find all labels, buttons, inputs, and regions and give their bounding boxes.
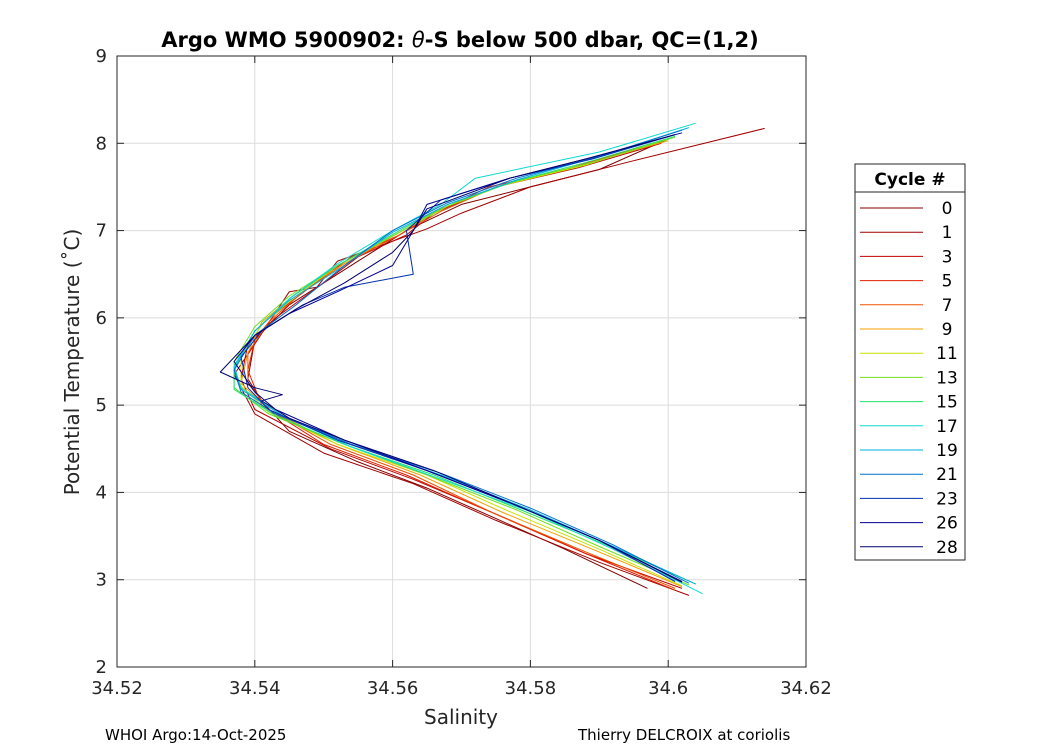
footer-credit-right: Thierry DELCROIX at coriolis	[578, 726, 791, 744]
x-tick-label: 34.58	[505, 678, 557, 699]
x-tick-label: 34.56	[367, 678, 419, 699]
series-line-cycle-7	[247, 141, 676, 589]
legend-label-cycle-26: 26	[936, 514, 958, 534]
y-tick-label: 9	[96, 46, 107, 67]
series-line-cycle-9	[240, 140, 683, 588]
legend-label-cycle-11: 11	[936, 344, 958, 364]
series-line-cycle-5	[247, 142, 676, 591]
axis-ticks: 34.52 34.54 34.56 34.58 34.6 34.62 2 3 4 5 6 7 8 9	[91, 46, 832, 699]
y-tick-label: 4	[96, 482, 107, 503]
x-axis-label: Salinity	[424, 705, 498, 729]
plot-frame	[116, 55, 807, 668]
y-axis-label: Potential Temperature (˚C)	[60, 229, 84, 496]
x-tick-label: 34.62	[780, 678, 832, 699]
series-line-cycle-3	[240, 142, 683, 589]
x-tick-label: 34.52	[91, 678, 143, 699]
x-tick-label: 34.6	[648, 678, 688, 699]
legend-label-cycle-9: 9	[942, 320, 953, 340]
legend-box	[854, 163, 966, 561]
y-tick-label: 8	[96, 133, 107, 154]
legend-label-cycle-3: 3	[942, 247, 953, 267]
legend-title: Cycle #	[874, 170, 945, 190]
legend-label-cycle-15: 15	[936, 393, 958, 413]
legend-label-cycle-23: 23	[936, 489, 958, 509]
series-line-cycle-1	[233, 127, 765, 596]
legend-label-cycle-1: 1	[942, 223, 953, 243]
legend-label-cycle-19: 19	[936, 441, 958, 461]
legend-label-cycle-5: 5	[942, 272, 953, 292]
series-line-cycle-11	[240, 138, 683, 587]
legend-label-cycle-0: 0	[942, 199, 953, 219]
y-tick-label: 6	[96, 308, 107, 329]
y-tick-label: 5	[96, 395, 107, 416]
series-line-cycle-28	[219, 134, 683, 582]
chart-title: Argo WMO 5900902: θ-S below 500 dbar, QC…	[161, 28, 758, 52]
legend-label-cycle-17: 17	[936, 417, 958, 437]
series-line-cycle-13	[233, 136, 690, 586]
y-tick-label: 3	[96, 570, 107, 591]
x-tick-label: 34.54	[229, 678, 281, 699]
legend-label-cycle-7: 7	[942, 296, 953, 316]
series-line-cycle-21	[233, 129, 690, 584]
series-lines	[219, 122, 765, 596]
y-tick-label: 2	[96, 657, 107, 678]
legend-label-cycle-21: 21	[936, 465, 958, 485]
legend-label-cycle-28: 28	[936, 538, 958, 558]
footer-credit-left: WHOI Argo:14-Oct-2025	[105, 726, 287, 744]
grid	[116, 55, 807, 668]
legend-label-cycle-13: 13	[936, 368, 958, 388]
y-tick-label: 7	[96, 221, 107, 242]
series-line-cycle-0	[247, 138, 669, 589]
